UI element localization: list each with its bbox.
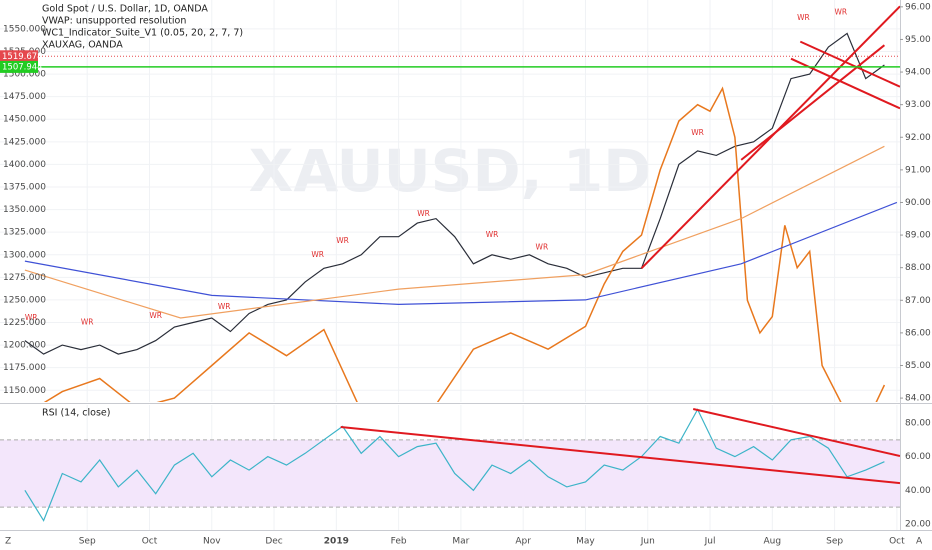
- y-tick-label: 1475.000: [3, 92, 46, 102]
- y-tick-label: 60.00: [905, 452, 931, 462]
- subtitle: XAUXAG, OANDA: [42, 40, 123, 51]
- wr-marker: WR: [218, 302, 231, 311]
- x-tick-label: Apr: [515, 537, 531, 547]
- y-tick-label: 20.00: [905, 519, 931, 529]
- y-tick-label: 1450.000: [3, 115, 46, 125]
- x-tick-label: Oct: [889, 537, 905, 547]
- y2-tick-label: 86.00: [905, 328, 931, 338]
- pane: [0, 405, 900, 530]
- x-tick-label: Feb: [391, 537, 407, 547]
- price-tag-label: 1507.944: [2, 62, 43, 72]
- price-tag: [0, 60, 38, 73]
- y-tick-label: 1500.000: [3, 70, 46, 80]
- y-tick-label: 1325.000: [3, 228, 46, 238]
- trendline: [692, 408, 900, 457]
- y-tick-label: 1375.000: [3, 182, 46, 192]
- wr-marker: WR: [336, 236, 349, 245]
- x-tick-label: 2019: [324, 537, 349, 547]
- wr-marker: WR: [486, 230, 499, 239]
- x-tick-label: Dec: [265, 537, 282, 547]
- y2-tick-label: 93.00: [905, 100, 931, 110]
- y2-tick-label: 96.00: [905, 2, 931, 12]
- corner-label: Z: [5, 537, 11, 547]
- trendline: [740, 44, 886, 161]
- y2-tick-label: 87.00: [905, 296, 931, 306]
- y2-tick-label: 90.00: [905, 198, 931, 208]
- y-tick-label: 1250.000: [3, 295, 46, 305]
- y2-tick-label: 85.00: [905, 361, 931, 371]
- trendline: [340, 426, 900, 485]
- price-tag: [0, 50, 38, 63]
- wr-marker: WR: [417, 209, 430, 218]
- y-tick-label: 1350.000: [3, 205, 46, 215]
- y2-tick-label: 88.00: [905, 263, 931, 273]
- series-line: [43, 86, 886, 402]
- x-tick-label: Jun: [640, 537, 655, 547]
- y-tick-label: 1225.000: [3, 318, 46, 328]
- y-tick-label: 1425.000: [3, 137, 46, 147]
- series-line: [24, 201, 898, 306]
- x-tick-label: Sep: [826, 537, 843, 547]
- y-tick-label: 1175.000: [3, 363, 46, 373]
- x-tick-label: Jul: [704, 537, 716, 547]
- corner-label: A: [916, 537, 923, 547]
- trendline: [799, 40, 900, 88]
- wr-marker: WR: [691, 128, 704, 137]
- x-tick-label: Sep: [79, 537, 96, 547]
- x-tick-label: Aug: [764, 537, 782, 547]
- wr-marker: WR: [81, 318, 94, 327]
- x-tick-label: May: [576, 537, 595, 547]
- wr-marker: WR: [536, 243, 549, 252]
- y-tick-label: 1400.000: [3, 160, 46, 170]
- wr-marker: WR: [835, 8, 848, 17]
- subtitle: WC1_Indicator_Suite_V1 (0.05, 20, 2, 7, …: [42, 28, 243, 39]
- y-tick-label: 1200.000: [3, 341, 46, 351]
- y2-tick-label: 92.00: [905, 133, 931, 143]
- wr-marker: WR: [25, 313, 38, 322]
- y-tick-label: 40.00: [905, 486, 931, 496]
- y2-tick-label: 84.00: [905, 394, 931, 404]
- x-tick-label: Oct: [142, 537, 158, 547]
- y-tick-label: 1150.000: [3, 386, 46, 396]
- wr-marker: WR: [311, 250, 324, 259]
- x-tick-label: Nov: [203, 537, 221, 547]
- x-tick-label: Mar: [452, 537, 469, 547]
- wr-marker: WR: [149, 311, 162, 320]
- y2-tick-label: 91.00: [905, 165, 931, 175]
- y2-tick-label: 89.00: [905, 231, 931, 241]
- rsi-band: [0, 439, 900, 508]
- watermark: XAUUSD, 1D: [249, 137, 652, 205]
- y-tick-label: 1300.000: [3, 250, 46, 260]
- series-line: [24, 32, 885, 355]
- chart-title: RSI (14, close): [42, 408, 110, 419]
- y-tick-label: 80.00: [905, 419, 931, 429]
- y2-tick-label: 95.00: [905, 35, 931, 45]
- chart-title: Gold Spot / U.S. Dollar, 1D, OANDA: [42, 4, 208, 15]
- wr-marker: WR: [797, 13, 810, 22]
- subtitle: VWAP: unsupported resolution: [42, 16, 186, 27]
- series-line: [24, 145, 885, 319]
- y-tick-label: 1550.000: [3, 24, 46, 34]
- y-tick-label: 1275.000: [3, 273, 46, 283]
- series-line: [24, 408, 885, 522]
- y2-tick-label: 94.00: [905, 68, 931, 78]
- price-tag-label: 1519.678: [2, 52, 43, 62]
